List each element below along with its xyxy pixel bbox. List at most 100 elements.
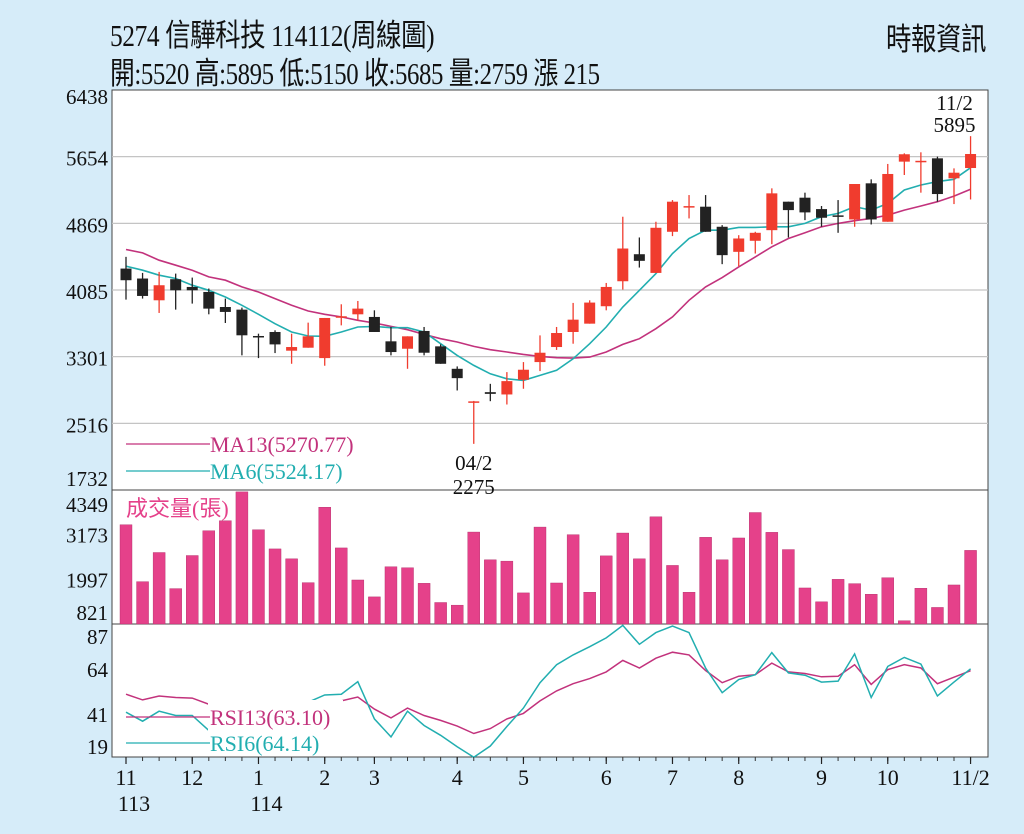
volume-tick-label: 4349 <box>66 493 108 517</box>
candle <box>236 307 248 356</box>
candle-body <box>816 209 828 218</box>
x-tick-label: 4 <box>452 765 463 790</box>
volume-bar <box>715 559 729 625</box>
volume-bar <box>583 592 596 625</box>
candle-body <box>137 278 149 296</box>
candle-body <box>484 392 496 394</box>
price-tick-label: 4869 <box>66 213 108 237</box>
candle <box>782 201 794 238</box>
candle-body <box>385 341 397 353</box>
candle <box>468 400 480 444</box>
candle-body <box>252 335 264 338</box>
volume-bar <box>633 558 646 625</box>
volume-bar <box>301 582 315 625</box>
ma13-line <box>125 188 971 359</box>
volume-bar <box>732 537 745 625</box>
volume-bar <box>219 520 232 625</box>
candle-body <box>666 201 678 232</box>
candle-body <box>203 291 215 309</box>
candle <box>832 200 844 233</box>
candle-body <box>335 316 347 318</box>
volume-bar <box>566 534 580 625</box>
volume-bar <box>451 604 464 625</box>
candle-body <box>517 369 529 380</box>
candle-body <box>236 309 248 336</box>
volume-bar <box>682 592 696 625</box>
candle <box>716 225 728 265</box>
volume-bar <box>235 491 249 625</box>
price-tick-label: 6438 <box>66 85 108 109</box>
volume-bar <box>666 565 679 625</box>
volume-bar <box>782 549 795 625</box>
rsi-tick-label: 87 <box>87 625 108 649</box>
candle <box>319 317 331 366</box>
annotation-value: 5895 <box>934 113 976 137</box>
candle <box>335 304 347 326</box>
volume-bar <box>649 516 663 625</box>
x-tick-year-label: 113 <box>118 791 150 816</box>
volume-bar <box>765 532 779 625</box>
candle <box>816 206 828 227</box>
volume-bar <box>484 559 497 625</box>
x-tick-label: 10 <box>877 765 899 790</box>
candle <box>915 152 927 193</box>
volume-bar <box>318 507 331 625</box>
candle <box>766 188 778 245</box>
volume-bar <box>550 582 563 625</box>
candle-body <box>302 336 314 348</box>
candle-body <box>832 215 844 217</box>
x-tick-label: 6 <box>601 765 612 790</box>
candle-body <box>915 160 927 163</box>
candle <box>484 383 496 402</box>
candle-body <box>965 154 977 169</box>
source-label: 時報資訊 <box>885 22 986 57</box>
volume-bar <box>600 555 613 625</box>
x-tick-label: 3 <box>369 765 380 790</box>
volume-bar <box>401 567 414 625</box>
volume-bar <box>848 583 861 625</box>
candle-body <box>782 201 794 211</box>
candle-body <box>617 248 629 282</box>
candle <box>749 231 761 254</box>
candle-body <box>501 381 513 395</box>
ma6-legend-label: MA6(5524.17) <box>210 459 343 484</box>
candle-body <box>418 330 430 353</box>
candle-body <box>600 286 612 307</box>
candle-body <box>451 368 463 379</box>
candle <box>567 302 579 344</box>
candle-body <box>402 336 414 349</box>
x-tick-label: 11 <box>115 765 136 790</box>
volume-bar <box>798 587 812 625</box>
candle <box>368 310 380 332</box>
candle <box>882 163 894 222</box>
candle-body <box>650 227 662 273</box>
volume-bar <box>368 596 381 625</box>
rsi-legend-background <box>208 700 343 756</box>
volume-bar <box>152 552 166 625</box>
rsi-tick-label: 41 <box>87 703 108 727</box>
volume-bar <box>517 592 530 625</box>
candle-body <box>948 172 960 179</box>
candle-body <box>551 333 563 348</box>
candle <box>402 336 414 369</box>
candle-body <box>120 268 132 281</box>
volume-bar <box>831 579 845 625</box>
candle-body <box>352 308 364 315</box>
candle <box>683 195 695 219</box>
volume-bar <box>285 558 298 625</box>
candle-body <box>849 184 861 220</box>
candle <box>948 168 960 205</box>
candle-body <box>534 352 546 363</box>
candle <box>451 366 463 391</box>
rsi-panel <box>111 623 989 758</box>
volume-bar <box>865 594 878 625</box>
volume-bar <box>914 588 928 625</box>
candle <box>517 362 529 389</box>
candle <box>865 179 877 225</box>
candle <box>666 200 678 237</box>
volume-bar <box>616 532 629 625</box>
x-tick-label: 1 <box>253 765 264 790</box>
volume-bar <box>533 526 547 625</box>
candle-body <box>319 317 331 359</box>
candle-body <box>219 306 231 312</box>
